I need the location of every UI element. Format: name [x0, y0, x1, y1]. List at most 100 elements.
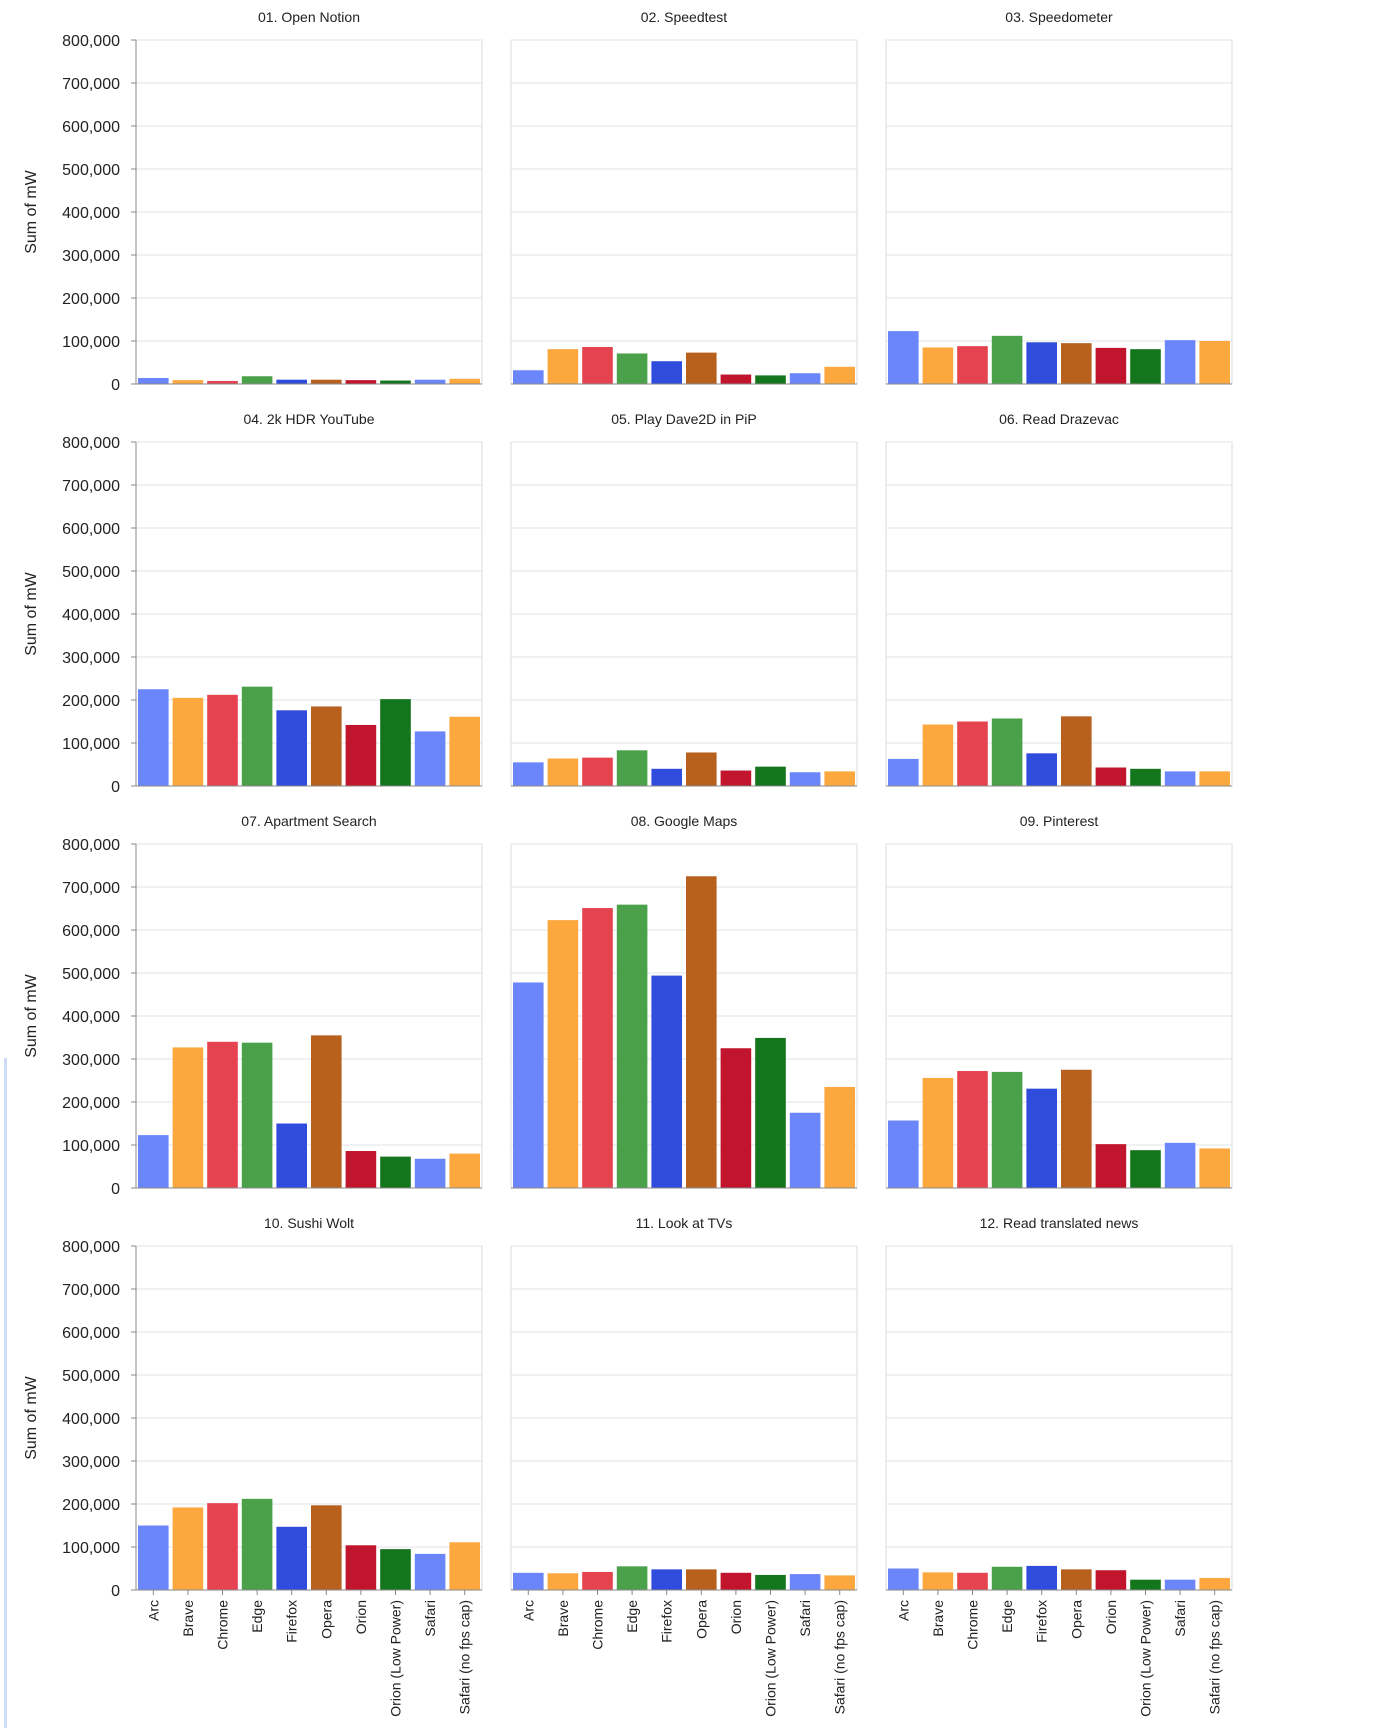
chart-title: 08. Google Maps — [631, 813, 738, 829]
x-tick-label: Chrome — [965, 1600, 981, 1650]
chart-panel: 0 100,000 200,000 300,000 400,000 500,000 600,… — [23, 9, 483, 394]
bar — [1130, 1150, 1161, 1188]
y-tick-label: 400,000 — [62, 607, 120, 624]
x-tick-label: Firefox — [1034, 1600, 1050, 1643]
bar — [1130, 1579, 1161, 1590]
bar — [789, 1574, 821, 1590]
y-tick-label: 600,000 — [62, 119, 120, 136]
bar — [449, 716, 480, 786]
bar — [311, 1505, 342, 1590]
x-tick-label: Chrome — [215, 1600, 231, 1650]
bar — [207, 1041, 238, 1188]
bar — [414, 1553, 446, 1590]
bar — [172, 697, 204, 786]
bar — [276, 379, 307, 384]
chart-panel: 02. Speedtest — [510, 9, 858, 385]
y-tick-label: 0 — [111, 1181, 120, 1198]
y-tick-label: 400,000 — [62, 1009, 120, 1026]
side-scroll-indicator — [4, 1058, 7, 1728]
bar — [582, 347, 613, 384]
bar — [1061, 1069, 1092, 1188]
bar — [1199, 1148, 1230, 1188]
bar — [686, 352, 717, 384]
bar — [1061, 343, 1092, 384]
bar — [1061, 1569, 1092, 1590]
y-tick-label: 300,000 — [62, 1052, 120, 1069]
bar — [1026, 1565, 1057, 1590]
chart-panel: 0 100,000 200,000 300,000 400,000 500,000 600,… — [23, 1215, 483, 1717]
y-tick-label: 400,000 — [62, 1411, 120, 1428]
x-tick-label: Edge — [999, 1600, 1015, 1633]
bar — [888, 331, 919, 384]
bar — [380, 380, 411, 384]
y-tick-label: 400,000 — [62, 205, 120, 222]
bar — [651, 975, 682, 1188]
bar — [414, 731, 446, 786]
bar — [789, 1112, 821, 1188]
bar — [789, 772, 821, 786]
bar — [1095, 347, 1127, 384]
chart-title: 06. Read Drazevac — [999, 411, 1119, 427]
y-tick-label: 700,000 — [62, 880, 120, 897]
y-tick-label: 500,000 — [62, 1368, 120, 1385]
bar — [720, 770, 752, 786]
bar — [380, 1549, 411, 1590]
bar — [616, 750, 648, 786]
y-axis-title: Sum of mW — [23, 973, 40, 1057]
x-tick-label: Orion (Low Power) — [1138, 1600, 1154, 1717]
bar — [616, 1566, 648, 1590]
bar — [755, 766, 786, 786]
bar — [922, 724, 954, 786]
chart-title: 07. Apartment Search — [241, 813, 376, 829]
x-tick-label: Orion — [728, 1600, 744, 1634]
y-tick-label: 200,000 — [62, 1497, 120, 1514]
y-tick-label: 700,000 — [62, 1282, 120, 1299]
bar — [582, 908, 613, 1188]
chart-title: 03. Speedometer — [1005, 9, 1113, 25]
bar — [755, 375, 786, 384]
bar — [547, 920, 579, 1188]
y-tick-label: 500,000 — [62, 564, 120, 581]
chart-panel: 05. Play Dave2D in PiP — [510, 411, 858, 787]
bar — [616, 904, 648, 1188]
bar — [957, 721, 988, 786]
bar — [172, 1047, 204, 1188]
x-tick-label: Brave — [555, 1600, 571, 1637]
bar — [824, 366, 855, 384]
bar — [547, 1573, 579, 1590]
bar — [686, 1569, 717, 1590]
y-tick-label: 100,000 — [62, 736, 120, 753]
bar — [449, 1542, 480, 1590]
y-axis-title: Sum of mW — [23, 571, 40, 655]
x-tick-label: Firefox — [284, 1600, 300, 1643]
bar — [991, 718, 1023, 786]
bar — [138, 377, 169, 384]
bar — [755, 1037, 786, 1188]
chart-title: 09. Pinterest — [1020, 813, 1099, 829]
bar — [311, 379, 342, 384]
y-tick-label: 800,000 — [62, 33, 120, 50]
x-tick-label: Orion — [1103, 1600, 1119, 1634]
y-tick-label: 0 — [111, 1583, 120, 1600]
bar — [922, 347, 954, 384]
chart-panel: 11. Look at TVs Arc Brave Chrome Edge Firefox… — [510, 1215, 858, 1717]
chart-title: 01. Open Notion — [258, 9, 360, 25]
bar — [922, 1077, 954, 1188]
y-tick-label: 800,000 — [62, 435, 120, 452]
bar — [547, 349, 579, 384]
bar — [991, 1071, 1023, 1188]
x-tick-label: Orion — [353, 1600, 369, 1634]
bar — [888, 1120, 919, 1188]
y-tick-label: 600,000 — [62, 521, 120, 538]
chart-panel: 12. Read translated news Arc Brave Chrome Ed… — [885, 1215, 1233, 1717]
bar — [1164, 771, 1196, 786]
bar — [345, 724, 377, 786]
chart-panel: 09. Pinterest — [885, 813, 1233, 1189]
bar — [1199, 771, 1230, 786]
bar — [991, 1566, 1023, 1590]
bar — [1130, 768, 1161, 786]
bar — [414, 379, 446, 384]
bar — [755, 1574, 786, 1590]
y-tick-label: 600,000 — [62, 923, 120, 940]
